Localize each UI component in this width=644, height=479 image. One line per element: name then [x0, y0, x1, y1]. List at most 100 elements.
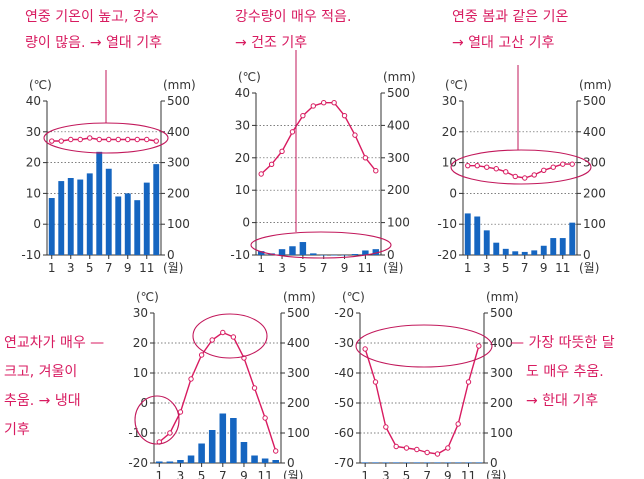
temperature-point [273, 448, 279, 454]
temperature-point [251, 385, 258, 391]
precip-bar [444, 462, 452, 463]
temperature-point [331, 100, 337, 106]
highlight-ellipse [250, 231, 392, 259]
temp-tick-label: -30 [334, 336, 354, 350]
precip-bar [289, 246, 296, 255]
month-unit-label: (월) [163, 261, 183, 275]
precip-bar [177, 460, 184, 463]
month-tick-label: 1 [155, 469, 163, 479]
month-tick-label: 5 [299, 261, 307, 275]
precip-bar [251, 455, 258, 463]
precip-bar [474, 216, 481, 255]
precip-bar [372, 462, 379, 463]
temperature-point [550, 164, 556, 170]
precip-bar [464, 213, 471, 255]
month-tick-label: 7 [320, 261, 328, 275]
precip-bar [521, 251, 528, 255]
precip-bar [493, 242, 500, 255]
temp-tick-label: -10 [21, 248, 41, 262]
precip-tick-label: 200 [287, 396, 310, 410]
precip-tick-label: 300 [287, 366, 310, 380]
annotation-tropical: 연중 기온이 높고, 강수 량이 많음. → 열대 기후 [25, 4, 162, 56]
precip-tick-label: 400 [490, 336, 513, 350]
precip-tick-label: 500 [167, 94, 190, 108]
precip-bar [86, 173, 93, 255]
temp-tick-label: -70 [334, 456, 354, 470]
temp-unit-label: (℃) [445, 78, 468, 92]
temp-tick-label: 40 [235, 86, 250, 100]
precip-unit-label: (mm) [383, 70, 416, 84]
temperature-point [362, 155, 369, 161]
precip-tick-label: 500 [583, 94, 606, 108]
temperature-point [262, 415, 268, 421]
month-tick-label: 5 [86, 261, 94, 275]
precip-bar [299, 242, 307, 255]
precip-tick-label: 300 [167, 156, 190, 170]
month-tick-label: 7 [219, 469, 227, 479]
temperature-point [230, 334, 237, 340]
temperature-point [414, 446, 420, 453]
precip-bar [240, 442, 248, 463]
precip-bar [502, 248, 509, 255]
annotation-line: → 한대 기후 [526, 393, 599, 409]
annotation-line: 크고, 겨울이 [4, 364, 78, 380]
temperature-point [474, 162, 480, 169]
highlight-ellipse [355, 324, 493, 368]
temperature-point [560, 161, 566, 167]
precip-bar [105, 168, 112, 255]
precip-bar [392, 462, 400, 463]
precip-tick-label: 300 [583, 156, 606, 170]
precip-tick-label: 200 [387, 183, 410, 197]
annotation-line: 연중 봄과 같은 기온 [452, 9, 569, 25]
temperature-line [260, 101, 377, 175]
temperature-point [503, 169, 509, 175]
temperature-point [106, 136, 112, 143]
precip-tick-label: 0 [490, 456, 498, 470]
precip-tick-label: 0 [387, 248, 395, 262]
temperature-point [341, 112, 348, 119]
temperature-point [198, 352, 205, 358]
temperature-point [455, 421, 461, 427]
month-tick-label: 3 [278, 261, 286, 275]
temp-tick-label: -20 [437, 248, 457, 262]
temperature-point [188, 376, 194, 382]
precip-tick-label: 400 [387, 118, 410, 132]
precip-unit-label: (mm) [163, 78, 196, 92]
temperature-point [445, 445, 451, 451]
temperature-line [364, 345, 480, 455]
temperature-point [383, 424, 389, 430]
temperature-point [68, 136, 74, 143]
temperature-point [268, 161, 275, 167]
precip-bar [403, 462, 410, 463]
annotation-dry: 강수량이 매우 적음. → 건조 기후 [235, 4, 351, 56]
precip-bar [569, 222, 576, 255]
temperature-point [167, 430, 173, 436]
temperature-point [424, 449, 430, 456]
precip-bar [48, 198, 55, 255]
temperature-line [467, 163, 573, 179]
temp-tick-label: -50 [334, 396, 354, 410]
annotation-line: — 가장 따뜻한 달 [510, 335, 615, 351]
temperature-point [279, 148, 285, 155]
temp-tick-label: 20 [235, 151, 250, 165]
temp-tick-label: -40 [334, 366, 354, 380]
month-tick-label: 11 [139, 261, 154, 275]
month-tick-label: 5 [403, 469, 411, 479]
month-tick-label: 11 [555, 261, 570, 275]
temperature-point [177, 409, 184, 415]
month-tick-label: 5 [502, 261, 510, 275]
temp-tick-label: 0 [449, 186, 457, 200]
precip-tick-label: 100 [387, 216, 410, 230]
temp-unit-label: (℃) [136, 290, 159, 304]
temp-unit-label: (℃) [238, 70, 261, 84]
precip-bar [166, 461, 174, 463]
precip-bar [413, 462, 421, 463]
annotation-line: 연교차가 매우 — [4, 335, 105, 351]
temp-unit-label: (℃) [342, 290, 365, 304]
temperature-point [569, 161, 575, 167]
precip-bar [465, 462, 472, 463]
precip-bar [512, 251, 519, 255]
highlight-ellipse [134, 395, 180, 445]
precip-tick-label: 100 [287, 426, 310, 440]
